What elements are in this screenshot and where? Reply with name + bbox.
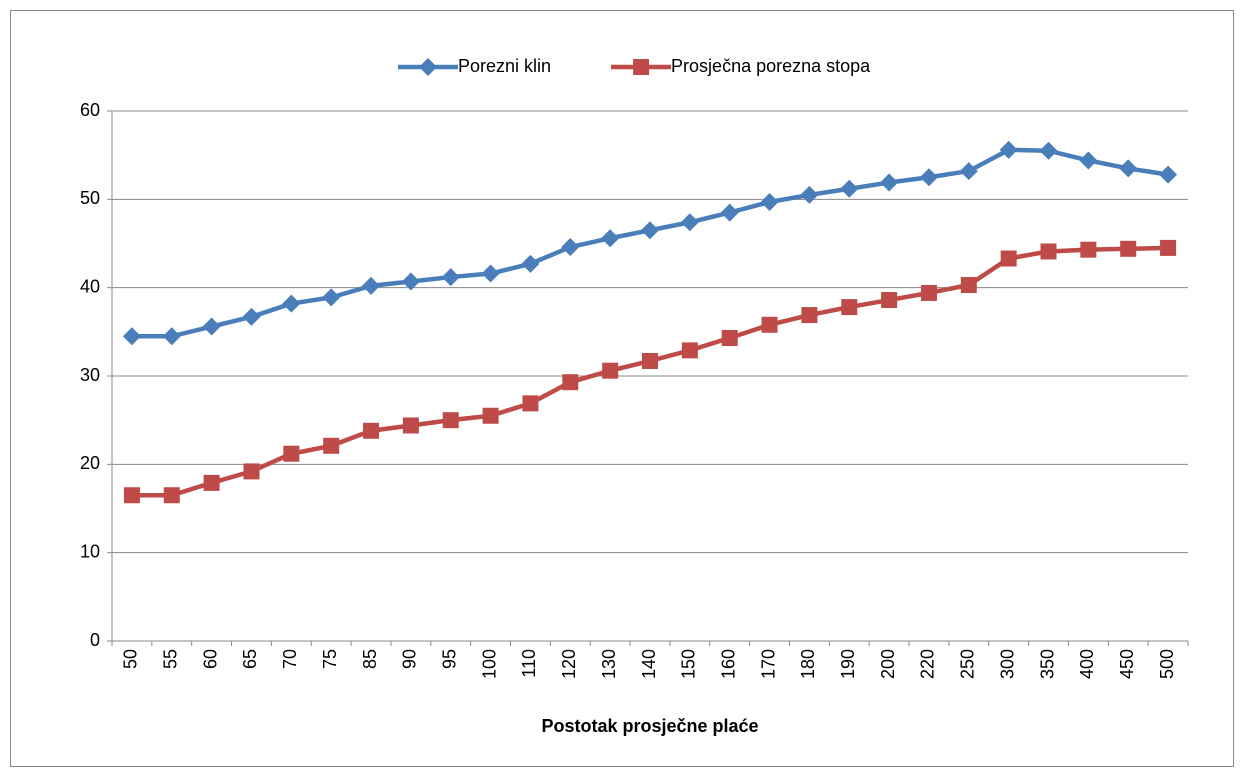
y-tick-label: 30 (80, 365, 100, 385)
marker (202, 317, 221, 336)
legend-label: Prosječna porezna stopa (671, 56, 871, 76)
x-tick-label: 400 (1077, 649, 1097, 679)
marker (919, 168, 938, 187)
x-tick-label: 500 (1157, 649, 1177, 679)
x-tick-label: 250 (958, 649, 978, 679)
y-tick-label: 0 (90, 630, 100, 650)
x-axis-title: Postotak prosječne plaće (541, 716, 758, 736)
marker (561, 238, 580, 257)
marker (203, 474, 220, 491)
marker (761, 316, 778, 333)
marker (800, 185, 819, 204)
marker (1160, 239, 1177, 256)
x-tick-label: 350 (1037, 649, 1057, 679)
marker (323, 437, 340, 454)
marker (562, 374, 579, 391)
marker (521, 254, 540, 273)
marker (283, 445, 300, 462)
marker (720, 203, 739, 222)
marker (959, 162, 978, 181)
x-tick-label: 150 (679, 649, 699, 679)
x-tick-label: 95 (439, 649, 459, 669)
y-tick-label: 40 (80, 276, 100, 296)
marker (602, 362, 619, 379)
x-tick-label: 190 (838, 649, 858, 679)
marker (442, 412, 459, 429)
marker (960, 277, 977, 294)
marker (162, 327, 181, 346)
marker (363, 422, 380, 439)
x-tick-label: 200 (878, 649, 898, 679)
marker (242, 307, 261, 326)
marker (122, 327, 141, 346)
marker (841, 299, 858, 316)
x-tick-label: 65 (240, 649, 260, 669)
marker (760, 192, 779, 211)
marker (482, 407, 499, 424)
marker (999, 140, 1018, 159)
x-tick-label: 90 (400, 649, 420, 669)
marker (282, 294, 301, 313)
marker (243, 463, 260, 480)
marker (920, 284, 937, 301)
y-tick-label: 20 (80, 453, 100, 473)
x-tick-label: 60 (200, 649, 220, 669)
marker (1119, 159, 1138, 178)
marker (1079, 151, 1098, 170)
x-tick-label: 160 (718, 649, 738, 679)
marker (362, 276, 381, 295)
y-tick-label: 60 (80, 100, 100, 120)
marker (481, 264, 500, 283)
marker (1000, 250, 1017, 267)
marker (1159, 165, 1178, 184)
y-tick-label: 10 (80, 541, 100, 561)
x-tick-label: 130 (599, 649, 619, 679)
legend-marker (419, 58, 437, 76)
marker (322, 288, 341, 307)
x-tick-label: 110 (519, 649, 539, 678)
x-tick-label: 50 (121, 649, 141, 669)
x-tick-label: 180 (798, 649, 818, 679)
marker (840, 179, 859, 198)
marker (801, 307, 818, 324)
legend-label: Porezni klin (458, 56, 551, 76)
x-tick-label: 75 (320, 649, 340, 669)
marker (1080, 241, 1097, 258)
x-tick-label: 85 (360, 649, 380, 669)
marker (880, 173, 899, 192)
x-tick-label: 300 (997, 649, 1017, 679)
marker (123, 487, 140, 504)
x-tick-label: 450 (1117, 649, 1137, 679)
x-tick-label: 120 (559, 649, 579, 679)
x-tick-label: 55 (161, 649, 181, 669)
marker (721, 330, 738, 347)
x-tick-label: 170 (758, 649, 778, 679)
marker (642, 352, 658, 369)
marker (601, 229, 620, 248)
legend-marker (633, 59, 650, 75)
marker (681, 342, 698, 359)
marker (401, 272, 420, 291)
marker (1040, 243, 1057, 260)
x-tick-label: 140 (639, 649, 659, 679)
marker (641, 221, 659, 240)
x-tick-label: 100 (479, 649, 499, 679)
y-tick-label: 50 (80, 188, 100, 208)
marker (680, 213, 699, 232)
marker (163, 487, 180, 504)
marker (402, 417, 419, 434)
x-tick-label: 70 (280, 649, 300, 669)
marker (1120, 240, 1137, 257)
marker (1039, 141, 1058, 160)
marker (441, 268, 460, 287)
marker (522, 395, 539, 412)
x-tick-label: 220 (918, 649, 938, 679)
marker (881, 292, 898, 309)
